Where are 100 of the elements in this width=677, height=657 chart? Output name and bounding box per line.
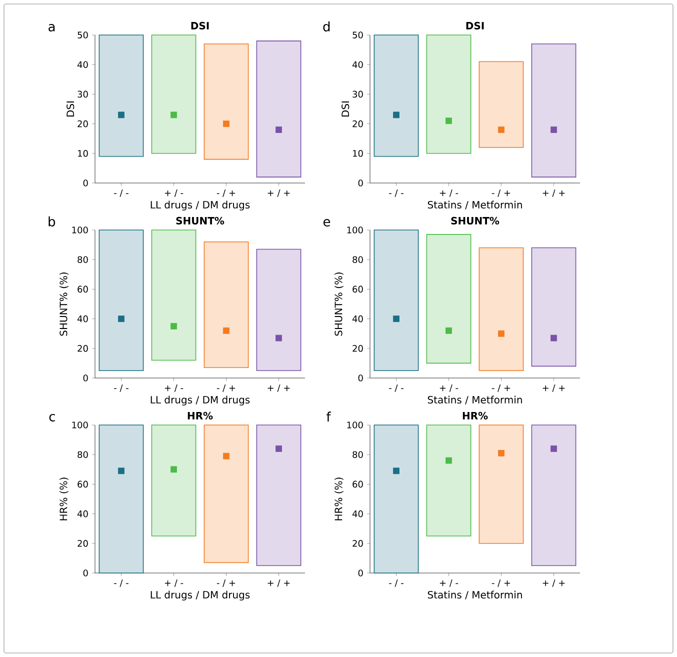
chart-title: DSI <box>466 22 484 30</box>
chart-title: SHUNT% <box>176 216 224 224</box>
bar <box>531 43 576 178</box>
y-tick-label: 0 <box>83 570 88 576</box>
y-tick-label: 60 <box>352 286 363 293</box>
bar <box>151 34 196 154</box>
point <box>393 316 400 322</box>
point <box>170 323 177 330</box>
point <box>223 452 230 460</box>
x-tick-label: - / + <box>492 190 510 197</box>
y-tick-label: 40 <box>352 315 363 322</box>
point <box>550 126 557 133</box>
bar <box>478 247 524 372</box>
y-tick-label: 80 <box>78 451 88 458</box>
y-tick-label: 0 <box>83 374 88 382</box>
point <box>223 120 230 128</box>
x-axis-title: Statins / Metformin <box>428 200 522 210</box>
point <box>393 112 400 118</box>
x-tick-label: - / + <box>216 580 236 587</box>
point <box>276 126 282 133</box>
point <box>276 334 282 342</box>
bar <box>531 247 576 367</box>
point <box>276 445 282 452</box>
y-axis-title: HR% (%) <box>60 478 68 520</box>
x-tick-label: + / + <box>542 580 565 587</box>
x-axis-title: LL drugs / DM drugs <box>150 396 250 406</box>
text: d <box>323 21 330 32</box>
text: f <box>326 412 332 422</box>
point <box>550 445 557 452</box>
bar <box>426 234 472 364</box>
y-tick-label: 0 <box>83 180 88 186</box>
y-tick-label: 20 <box>78 540 88 547</box>
y-tick-label: 10 <box>78 150 88 157</box>
x-tick-label: + / + <box>268 580 290 587</box>
x-tick-label: - / - <box>389 580 404 587</box>
y-tick-label: 0 <box>358 374 363 382</box>
y-tick-label: 30 <box>352 90 363 98</box>
bar <box>256 40 302 178</box>
y-tick-label: 0 <box>358 570 363 576</box>
x-tick-label: - / + <box>492 580 510 587</box>
y-tick-label: 60 <box>78 480 88 488</box>
y-tick-label: 50 <box>78 32 88 38</box>
x-tick-label: + / - <box>440 580 458 587</box>
bar <box>204 241 249 368</box>
point <box>498 126 504 133</box>
point <box>550 334 557 342</box>
x-axis-title: LL drugs / DM drugs <box>150 590 250 600</box>
x-axis-title: Statins / Metformin <box>428 590 522 600</box>
y-axis-title: DSI <box>342 101 350 117</box>
y-tick-label: 20 <box>78 345 88 352</box>
y-tick-label: 50 <box>352 32 363 38</box>
point <box>118 316 124 322</box>
bar <box>98 230 144 372</box>
bar <box>426 34 472 154</box>
point <box>393 468 400 474</box>
x-tick-label: + / + <box>268 190 290 197</box>
y-tick-label: 40 <box>77 61 88 68</box>
chart-title: HR% <box>188 412 213 420</box>
x-tick-label: + / + <box>542 384 565 392</box>
y-tick-label: 40 <box>77 510 88 518</box>
bar <box>98 34 144 157</box>
y-tick-label: 80 <box>352 451 363 458</box>
x-tick-label: - / - <box>389 190 404 197</box>
x-tick-label: + / - <box>164 580 184 587</box>
x-tick-label: - / + <box>216 384 236 392</box>
x-tick-label: - / + <box>492 384 510 392</box>
y-tick-label: 100 <box>72 226 88 234</box>
bar <box>151 230 196 361</box>
y-tick-label: 40 <box>352 61 363 68</box>
point <box>446 457 452 464</box>
point <box>446 327 452 334</box>
point <box>446 118 452 124</box>
y-tick-label: 80 <box>352 256 363 264</box>
y-tick-label: 20 <box>352 120 363 128</box>
chart-title: SHUNT% <box>451 216 500 224</box>
text: e <box>323 219 330 226</box>
x-tick-label: + / - <box>164 190 184 197</box>
bar <box>478 61 524 148</box>
bar <box>374 34 419 157</box>
point <box>223 327 230 334</box>
y-tick-label: 60 <box>78 286 88 293</box>
y-tick-label: 10 <box>353 150 363 157</box>
y-tick-label: 40 <box>77 315 88 322</box>
y-tick-label: 30 <box>78 90 88 98</box>
point <box>170 466 177 473</box>
point <box>118 468 124 474</box>
x-tick-label: - / - <box>389 384 404 392</box>
y-axis-title: SHUNT% (%) <box>60 272 68 336</box>
y-tick-label: 100 <box>72 422 88 428</box>
y-axis-title: SHUNT% (%) <box>334 272 344 336</box>
x-tick-label: + / + <box>542 190 565 197</box>
point <box>118 112 124 118</box>
y-tick-label: 60 <box>352 480 363 488</box>
point <box>498 450 504 456</box>
x-tick-label: - / - <box>114 580 128 587</box>
y-tick-label: 100 <box>347 422 363 428</box>
y-tick-label: 80 <box>78 256 88 264</box>
x-tick-label: - / + <box>216 190 236 197</box>
x-tick-label: - / - <box>114 384 128 392</box>
y-axis-title: HR% (%) <box>334 478 344 520</box>
